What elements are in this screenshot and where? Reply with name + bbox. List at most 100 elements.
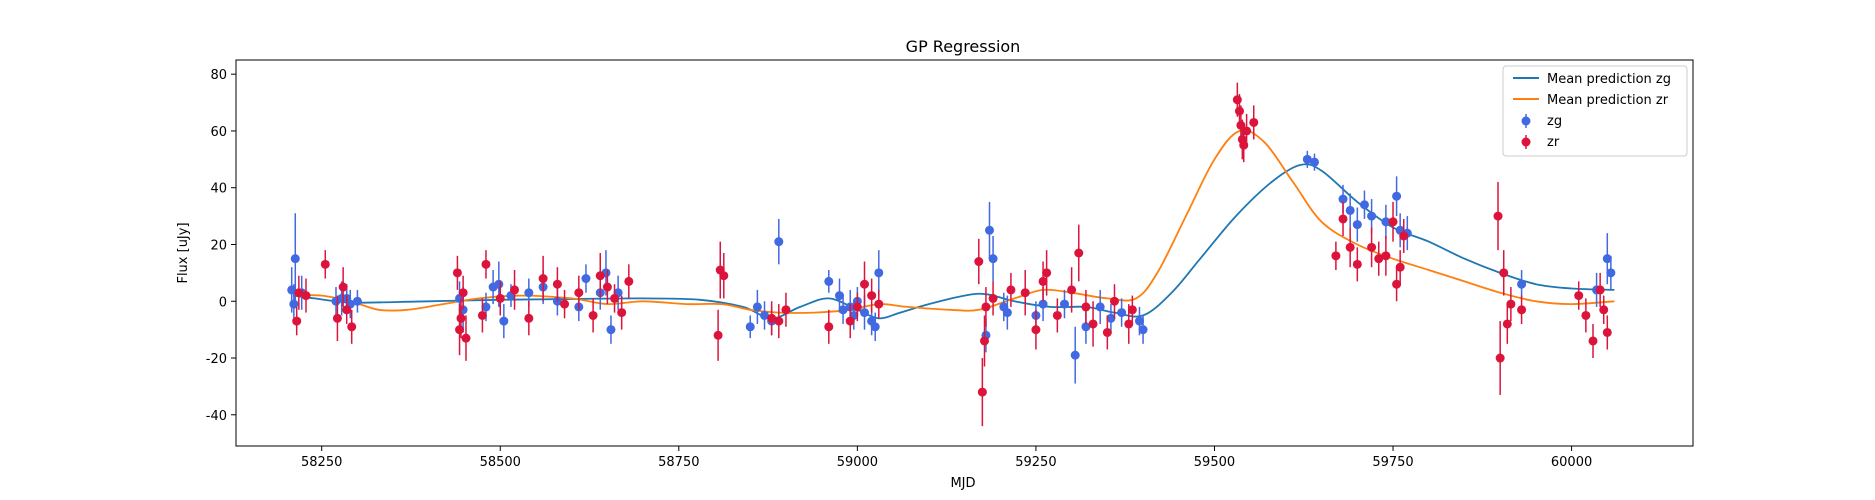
zg-point [1367,211,1377,221]
zr-point [1236,120,1246,130]
chart-title: GP Regression [906,37,1021,56]
data-points [287,82,1616,427]
zr-point [347,322,357,332]
zg-point [524,288,534,298]
zr-point [1392,279,1402,289]
zr-point [1581,310,1591,320]
zr-point [477,310,487,320]
y-tick-label: 20 [210,238,227,253]
zg-point [838,305,848,315]
x-tick-label: 59000 [837,455,878,470]
zr-point [294,288,304,298]
zr-point [981,302,991,312]
x-tick-label: 59750 [1372,455,1413,470]
zr-point [524,313,534,323]
zr-point [1074,248,1084,258]
zg-point [835,291,845,301]
zr-point [1517,305,1527,315]
zr-point [1352,259,1362,269]
zg-point [1095,302,1105,312]
zr-point [342,305,352,315]
x-tick-label: 58500 [480,455,521,470]
zg-point [481,302,491,312]
zg-point [760,310,770,320]
mean-prediction-zg-line [293,163,1615,320]
zg-point [1117,308,1127,318]
zg-point [745,322,755,332]
zr-point [1102,327,1112,337]
zr-point [1602,327,1612,337]
zr-point [1038,276,1048,286]
zg-point [352,296,362,306]
zr-point [713,330,723,340]
legend-label-zg: zg [1547,114,1562,129]
zr-point [1042,268,1052,278]
zr-point [845,316,855,326]
zg-point [581,274,591,284]
plot-frame [235,59,1694,447]
zg-point [774,237,784,247]
zr-point [874,299,884,309]
zr-point [1338,214,1348,224]
zr-point [1249,117,1259,127]
x-tick-label: 60000 [1551,455,1592,470]
zr-point [1495,353,1505,363]
zg-point [1106,313,1116,323]
zg-point [1070,350,1080,360]
zg-point [874,268,884,278]
zr-point [455,325,465,335]
zg-point [988,254,998,264]
x-axis-label: MJD [950,476,975,491]
zg-point [1138,325,1148,335]
zg-point [290,254,300,264]
legend: Mean prediction zg Mean prediction zr zg… [1502,65,1688,157]
zr-point [1020,288,1030,298]
zr-point [510,285,520,295]
zr-point [461,333,471,343]
zr-point [988,293,998,303]
zr-point [1109,296,1119,306]
zr-point [552,279,562,289]
zr-point [292,316,302,326]
zg-point [1517,279,1527,289]
x-tick-label: 59500 [1194,455,1235,470]
zr-point [560,299,570,309]
zg-point [1081,322,1091,332]
zg-point [1059,299,1069,309]
zg-point [1392,191,1402,201]
zg-point [1345,205,1355,215]
legend-label-zr: zr [1547,135,1560,150]
zg-point [1359,200,1369,210]
zr-point [332,313,342,323]
zr-point [767,313,777,323]
zr-point [595,271,605,281]
zr-point [1388,217,1398,227]
zg-point [289,299,299,309]
zg-point [1606,268,1616,278]
zr-point [456,313,466,323]
x-tick-label: 59250 [1015,455,1056,470]
zr-point [1232,95,1242,105]
zr-point [320,259,330,269]
zr-point [1493,211,1503,221]
zg-point [1352,220,1362,230]
zr-point [1067,285,1077,295]
zr-point [602,282,612,292]
zr-point [1499,268,1509,278]
zg-point [1038,299,1048,309]
zr-point [1127,305,1137,315]
zr-point [781,305,791,315]
zr-point [867,291,877,301]
zr-point [1331,251,1341,261]
legend-label-zr-line: Mean prediction zr [1547,93,1669,108]
zg-point [606,325,616,335]
zg-point [494,279,504,289]
zr-point [481,259,491,269]
y-axis-ticks: -40 -20 0 20 40 60 80 [206,68,236,424]
legend-swatch-zg-point [1521,116,1531,126]
legend-swatch-zr-point [1521,137,1531,147]
zr-point [338,282,348,292]
zr-point [1374,254,1384,264]
zr-point [1367,242,1377,252]
zr-point [301,291,311,301]
